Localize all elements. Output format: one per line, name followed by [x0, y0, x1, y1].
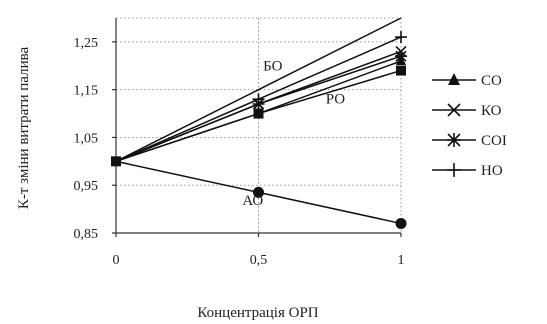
annotation-АО: АО	[242, 193, 263, 209]
y-tick-label: 1,15	[74, 84, 99, 99]
x-tick-label: 0	[113, 253, 120, 268]
data-point-НО	[395, 31, 407, 44]
legend: СО КО СОІ НО	[432, 73, 507, 179]
annotations: БО РО АО	[242, 59, 345, 210]
y-tick-label: 1,25	[74, 36, 99, 51]
legend-marker-НО	[447, 163, 461, 177]
data-point-АО	[395, 217, 407, 229]
series-lines	[111, 17, 407, 229]
data-point-СОІ	[395, 50, 407, 63]
legend-label-КО: КО	[481, 103, 502, 119]
legend-marker-СО	[448, 73, 460, 85]
legend-label-СО: СО	[481, 73, 502, 89]
legend-label-НО: НО	[481, 163, 503, 179]
y-tick-label: 0,95	[74, 179, 99, 194]
series-line-БО	[115, 17, 402, 163]
x-axis-title: Концентрація ОРП	[197, 305, 318, 321]
y-axis-title: К-т зміни витрати палива	[16, 47, 32, 210]
data-point-РО	[396, 65, 406, 76]
x-tick-label: 1	[398, 253, 405, 268]
legend-marker-СОІ	[447, 133, 461, 147]
legend-label-СОІ: СОІ	[481, 133, 507, 149]
annotation-РО: РО	[326, 91, 346, 107]
legend-marker-КО	[447, 103, 461, 117]
data-point-АО	[253, 186, 264, 198]
x-tick-label: 0,5	[250, 253, 268, 268]
data-point-РО	[253, 108, 264, 119]
tick-labels: 0,85 0,95 1,05 1,15 1,25 0 0,5 1	[74, 36, 405, 268]
axes	[112, 18, 402, 237]
data-point-НО	[252, 93, 265, 106]
annotation-БО: БО	[263, 59, 283, 75]
y-tick-label: 1,05	[74, 131, 99, 146]
y-tick-label: 0,85	[74, 227, 99, 242]
origin-point	[111, 156, 121, 167]
